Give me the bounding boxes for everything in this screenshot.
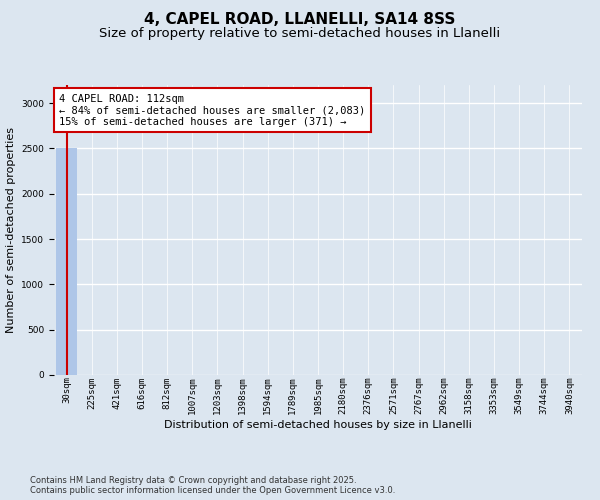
Y-axis label: Number of semi-detached properties: Number of semi-detached properties [6, 127, 16, 333]
Bar [56, 148, 77, 375]
Text: 4 CAPEL ROAD: 112sqm
← 84% of semi-detached houses are smaller (2,083)
15% of se: 4 CAPEL ROAD: 112sqm ← 84% of semi-detac… [59, 94, 365, 127]
X-axis label: Distribution of semi-detached houses by size in Llanelli: Distribution of semi-detached houses by … [164, 420, 472, 430]
Text: Size of property relative to semi-detached houses in Llanelli: Size of property relative to semi-detach… [100, 28, 500, 40]
Text: 4, CAPEL ROAD, LLANELLI, SA14 8SS: 4, CAPEL ROAD, LLANELLI, SA14 8SS [145, 12, 455, 28]
Text: Contains HM Land Registry data © Crown copyright and database right 2025.
Contai: Contains HM Land Registry data © Crown c… [30, 476, 395, 495]
